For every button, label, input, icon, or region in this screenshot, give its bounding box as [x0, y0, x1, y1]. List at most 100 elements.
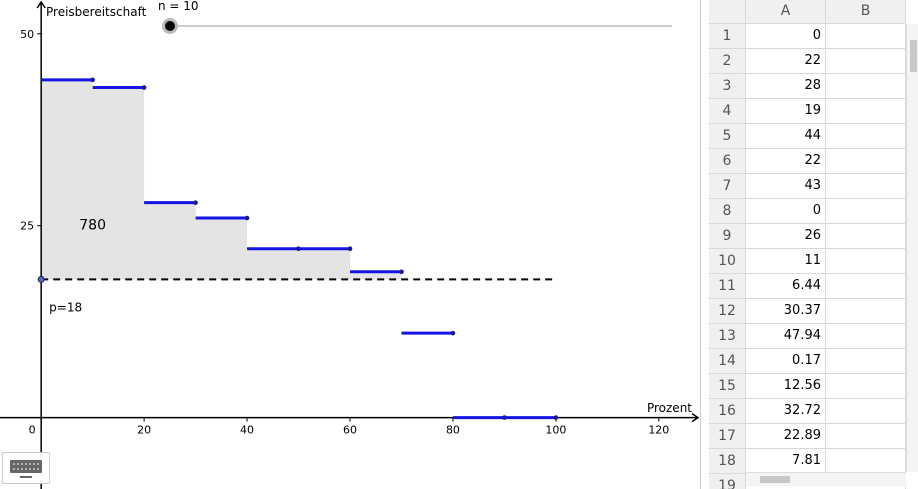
cell-b[interactable]: [826, 174, 906, 199]
cell-a[interactable]: 32.72: [746, 399, 826, 424]
cell-a[interactable]: 0.17: [746, 349, 826, 374]
graphics-view: 0 20 40 60 80 100 120 25 50 p=18 780 n = 10 Preisb…: [0, 0, 700, 489]
surplus-area: [195, 218, 248, 280]
horizontal-scrollbar[interactable]: [746, 472, 906, 486]
cell-b[interactable]: [826, 249, 906, 274]
cell-a[interactable]: 6.44: [746, 274, 826, 299]
row-header[interactable]: 14: [709, 349, 746, 374]
row-header[interactable]: 15: [709, 374, 746, 399]
row-header[interactable]: 16: [709, 399, 746, 424]
row-header[interactable]: 10: [709, 249, 746, 274]
x-tick-label: 80: [446, 424, 460, 437]
row-header[interactable]: 17: [709, 424, 746, 449]
row-header[interactable]: 6: [709, 149, 746, 174]
row-header[interactable]: 7: [709, 174, 746, 199]
cell-a[interactable]: 22: [746, 49, 826, 74]
cell-b[interactable]: [826, 24, 906, 49]
cell-a[interactable]: 0: [746, 199, 826, 224]
row-header[interactable]: 2: [709, 49, 746, 74]
spreadsheet: A B 1 0 2 22 3 28 4 19 5 44 6 22 7 43 8 0 9 26 10 11 11 6.44 12 3…: [700, 0, 918, 489]
cell-a[interactable]: 19: [746, 99, 826, 124]
row-header[interactable]: 9: [709, 224, 746, 249]
cell-b[interactable]: [826, 324, 906, 349]
cell-b[interactable]: [826, 449, 906, 474]
cell-a[interactable]: 44: [746, 124, 826, 149]
x-axis-arrow: [691, 412, 700, 423]
cell-a[interactable]: 12.56: [746, 374, 826, 399]
cell-a[interactable]: 22.89: [746, 424, 826, 449]
cell-b[interactable]: [826, 124, 906, 149]
cell-a[interactable]: 22: [746, 149, 826, 174]
cell-b[interactable]: [826, 149, 906, 174]
keyboard-icon: [10, 460, 42, 478]
x-tick-label: 20: [137, 424, 151, 437]
row-header[interactable]: 4: [709, 99, 746, 124]
row-header[interactable]: 3: [709, 74, 746, 99]
cell-b[interactable]: [826, 374, 906, 399]
cell-b[interactable]: [826, 349, 906, 374]
surplus-area: [92, 87, 145, 280]
y-tick-label: 25: [20, 220, 34, 233]
step-end: [90, 77, 95, 83]
step-end: [347, 246, 353, 252]
row-header[interactable]: 1: [709, 24, 746, 49]
cell-a[interactable]: 30.37: [746, 299, 826, 324]
slider-label: n = 10: [158, 0, 199, 13]
price-label: p=18: [49, 300, 82, 314]
vertical-scrollbar[interactable]: [906, 24, 918, 472]
cell-b[interactable]: [826, 299, 906, 324]
row-header[interactable]: 12: [709, 299, 746, 324]
x-tick-label: 0: [29, 424, 36, 437]
cell-b[interactable]: [826, 399, 906, 424]
cell-a[interactable]: 43: [746, 174, 826, 199]
surplus-area: [350, 271, 402, 280]
x-axis-label: Prozent: [647, 401, 692, 415]
column-header[interactable]: A: [746, 0, 826, 24]
cell-b[interactable]: [826, 424, 906, 449]
scroll-thumb[interactable]: [760, 476, 790, 483]
y-axis-label: Preisbereitschaft: [46, 5, 147, 19]
x-tick-label: 100: [545, 424, 566, 437]
row-header[interactable]: 8: [709, 199, 746, 224]
row-header[interactable]: 19: [709, 474, 746, 489]
step-end: [141, 85, 147, 90]
cell-b[interactable]: [826, 99, 906, 124]
scroll-thumb[interactable]: [910, 40, 917, 72]
slider-knob[interactable]: [165, 21, 175, 31]
cell-a[interactable]: 26: [746, 224, 826, 249]
cell-a[interactable]: 28: [746, 74, 826, 99]
cell-a[interactable]: 7.81: [746, 449, 826, 474]
step-end: [244, 215, 250, 221]
surplus-area: [298, 248, 350, 280]
plot: 0 20 40 60 80 100 120 25 50 p=18 780: [0, 0, 700, 489]
surplus-area: [144, 202, 196, 280]
cell-b[interactable]: [826, 199, 906, 224]
row-header[interactable]: 18: [709, 449, 746, 474]
area-label: 780: [79, 218, 106, 234]
cell-b[interactable]: [826, 74, 906, 99]
row-header[interactable]: 11: [709, 274, 746, 299]
cell-b[interactable]: [826, 49, 906, 74]
step-end: [553, 415, 559, 420]
x-tick-label: 120: [648, 424, 669, 437]
row-header[interactable]: 13: [709, 324, 746, 349]
column-header[interactable]: B: [826, 0, 906, 24]
cell-b[interactable]: [826, 224, 906, 249]
price-point: [37, 275, 45, 283]
step-end: [399, 269, 404, 275]
row-header[interactable]: 5: [709, 124, 746, 149]
step-end: [193, 200, 198, 205]
cell-a[interactable]: 0: [746, 24, 826, 49]
x-tick-label: 40: [240, 424, 254, 437]
corner-header[interactable]: [709, 0, 746, 24]
surplus-area: [247, 248, 299, 280]
step-end: [450, 330, 456, 336]
cell-a[interactable]: 47.94: [746, 324, 826, 349]
x-tick-label: 60: [343, 424, 357, 437]
y-axis-arrow: [36, 0, 46, 9]
cell-a[interactable]: 11: [746, 249, 826, 274]
keyboard-button[interactable]: [2, 452, 50, 484]
cell-b[interactable]: [826, 274, 906, 299]
y-tick-label: 50: [20, 28, 34, 41]
